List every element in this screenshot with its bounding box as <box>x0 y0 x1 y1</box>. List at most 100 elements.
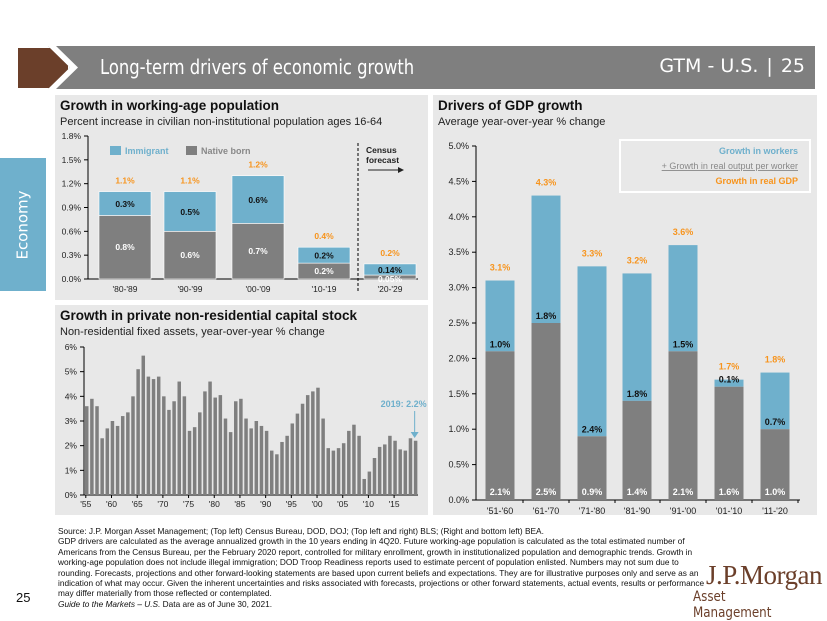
x-tick-label: '65 <box>132 499 143 509</box>
x-tick-label: '90-'99 <box>178 284 203 294</box>
bar-growth-in-workers <box>668 245 698 352</box>
bar-immigrant <box>98 191 152 216</box>
native-born-label: 0.2% <box>314 266 334 276</box>
bar-native-born <box>163 231 217 280</box>
footnote-source: Source: J.P. Morgan Asset Management; (T… <box>58 526 544 536</box>
capital-stock-bar <box>234 401 238 495</box>
capital-stock-bar <box>203 391 207 495</box>
native-born-label: 0.8% <box>115 242 135 252</box>
capital-stock-bar <box>413 440 418 495</box>
capital-stock-bar <box>105 428 110 495</box>
chart-subtitle: Average year-over-year % change <box>438 116 606 128</box>
capital-stock-bar <box>136 369 140 495</box>
chart-subtitle: Non-residential fixed assets, year-over-… <box>60 326 325 338</box>
legend-native-born: Native born <box>201 146 251 156</box>
y-tick-label: 1.5% <box>62 155 82 165</box>
capital-stock-bar <box>249 428 253 495</box>
x-tick-label: '05 <box>337 499 348 509</box>
capital-stock-bar <box>352 424 356 495</box>
capital-stock-bar <box>187 430 192 495</box>
capital-stock-bar <box>146 376 151 495</box>
native-born-label: 0.6% <box>180 250 200 260</box>
y-tick-label: 1.8% <box>62 131 82 141</box>
y-tick-label: 1.5% <box>448 389 469 399</box>
workers-label: 1.5% <box>673 339 694 349</box>
workers-label: 1.0% <box>490 339 511 349</box>
bar-output-per-worker <box>714 386 744 500</box>
bar-output-per-worker <box>577 436 607 500</box>
x-tick-label: '00-'09 <box>246 284 271 294</box>
x-tick-label: '81-'90 <box>624 506 650 516</box>
capital-stock-bar <box>208 381 212 495</box>
capital-stock-bar <box>372 458 377 495</box>
capital-stock-bar <box>275 454 279 495</box>
capital-stock-bar <box>295 413 300 495</box>
section-label: GTM - U.S. <box>659 55 759 77</box>
x-tick-label: '90 <box>260 499 271 509</box>
legend-growth-in-workers: Growth in workers <box>719 146 798 156</box>
capital-stock-bar <box>177 381 181 495</box>
bar-immigrant <box>363 263 417 276</box>
immigrant-label: 0.14% <box>378 265 403 275</box>
output-per-worker-label: 1.6% <box>719 487 740 497</box>
total-gdp-label: 1.8% <box>765 355 786 365</box>
x-tick-label: '11-'20 <box>762 506 788 516</box>
x-tick-label: '91-'00 <box>670 506 696 516</box>
capital-stock-bar <box>362 478 366 495</box>
capital-stock-bar <box>100 438 104 495</box>
capital-stock-bar <box>383 444 387 495</box>
bar-output-per-worker <box>531 323 561 500</box>
capital-stock-bar <box>316 387 320 495</box>
output-per-worker-label: 1.4% <box>627 487 648 497</box>
y-tick-label: 4.0% <box>448 212 469 222</box>
bar-growth-in-workers <box>485 280 515 352</box>
capital-stock-bar <box>218 395 223 495</box>
bar-immigrant <box>163 191 217 232</box>
asof-text: Data are as of June 30, 2021. <box>160 598 272 609</box>
bar-growth-in-workers <box>760 372 790 430</box>
total-label: 1.2% <box>248 160 268 170</box>
workers-label: 1.8% <box>536 311 557 321</box>
capital-stock-bar <box>357 435 361 495</box>
capital-stock-bar <box>141 355 146 495</box>
capital-stock-bar <box>223 418 228 495</box>
workers-label: 0.7% <box>765 417 786 427</box>
total-gdp-label: 1.7% <box>719 362 740 372</box>
footnote: Source: J.P. Morgan Asset Management; (T… <box>58 526 708 609</box>
y-tick-label: 0.9% <box>62 203 82 213</box>
x-tick-label: '10-'19 <box>312 284 337 294</box>
total-label: 1.1% <box>180 176 200 186</box>
y-tick-label: 4.5% <box>448 176 469 186</box>
capital-stock-bar <box>228 432 233 495</box>
capital-stock-bar <box>336 448 341 495</box>
logo-jpmorgan: J.P.Morgan <box>706 560 823 590</box>
y-tick-label: 2% <box>65 441 78 451</box>
capital-stock-bar <box>408 438 413 495</box>
y-tick-label: 3% <box>65 416 78 426</box>
capital-stock-bar <box>290 423 295 495</box>
capital-stock-bar <box>131 396 135 495</box>
forecast-label: forecast <box>366 155 399 165</box>
capital-stock-bar <box>192 427 197 495</box>
capital-stock-bar <box>85 406 89 495</box>
side-tab <box>0 158 46 291</box>
legend-box <box>619 139 811 193</box>
workers-label: 1.8% <box>627 389 648 399</box>
y-tick-label: 0.6% <box>62 226 82 236</box>
y-tick-label: 1.0% <box>448 424 469 434</box>
arrow-down-icon <box>410 432 419 438</box>
bar-native-born <box>231 223 285 280</box>
legend-swatch-native <box>186 146 197 155</box>
bar-growth-in-workers <box>531 195 561 323</box>
capital-stock-bar <box>110 421 115 495</box>
x-tick-label: '61-'70 <box>533 506 559 516</box>
native-born-label: 0.7% <box>248 246 268 256</box>
total-gdp-label: 3.6% <box>673 227 694 237</box>
capital-stock-bar <box>120 416 125 495</box>
x-tick-label: '60 <box>106 499 117 509</box>
capital-stock-bar <box>172 401 176 495</box>
total-label: 1.1% <box>115 176 135 186</box>
chart-title: Growth in working-age population <box>60 98 279 113</box>
capital-stock-bar <box>264 430 269 495</box>
capital-stock-bar <box>90 398 94 495</box>
